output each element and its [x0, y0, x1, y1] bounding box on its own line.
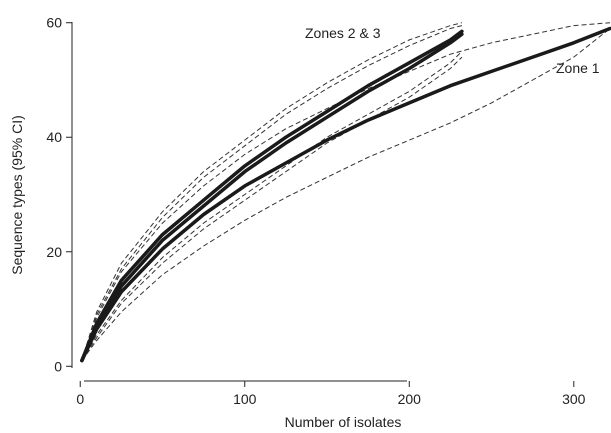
- series-line-1: [80, 32, 464, 363]
- annotation-zones-2-3: Zones 2 & 3: [305, 25, 381, 41]
- y-tick-label-40: 40: [46, 129, 62, 145]
- series-layer: [80, 22, 611, 363]
- y-axis-label: Sequence types (95% CI): [9, 115, 25, 275]
- ci-upper-line-1: [81, 25, 463, 361]
- plot-area: 0 100 200 300 0 20 40 60: [46, 15, 611, 407]
- x-axis-label: Number of isolates: [285, 414, 402, 430]
- series-line-3: [80, 26, 611, 363]
- ci-lower-line-3: [81, 28, 611, 361]
- x-tick-label-200: 200: [398, 391, 422, 407]
- y-tick-label-20: 20: [46, 244, 62, 260]
- ci-lower-line-2: [81, 51, 463, 361]
- y-tick-label-0: 0: [54, 358, 62, 374]
- ci-upper-line-2: [81, 22, 463, 361]
- ci-upper-line-3: [81, 22, 611, 361]
- ci-lower-line-1: [81, 56, 463, 361]
- ticks-layer: 0 100 200 300 0 20 40 60: [46, 15, 585, 407]
- annotation-zone-1: Zone 1: [556, 60, 600, 76]
- series-line-2: [80, 29, 464, 363]
- x-tick-label-300: 300: [562, 391, 586, 407]
- x-tick-label-100: 100: [233, 391, 257, 407]
- y-tick-label-60: 60: [46, 15, 62, 31]
- x-tick-label-0: 0: [76, 391, 84, 407]
